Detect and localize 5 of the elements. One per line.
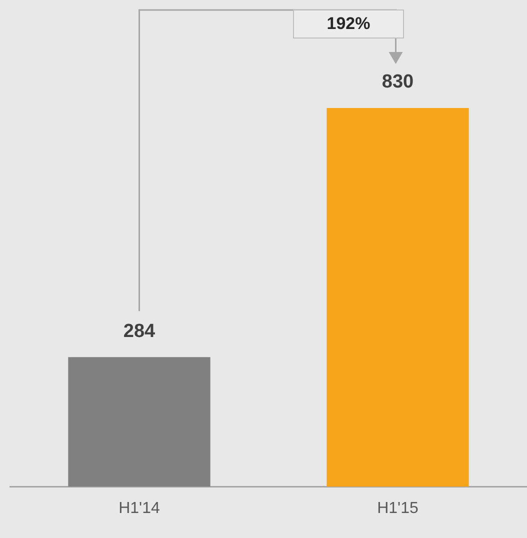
data-label: 284 [123, 320, 156, 342]
x-tick-label: H1'14 [118, 500, 160, 517]
data-label: 830 [382, 72, 414, 93]
x-tick-label: H1'15 [377, 500, 418, 517]
text: 192% [326, 14, 372, 34]
